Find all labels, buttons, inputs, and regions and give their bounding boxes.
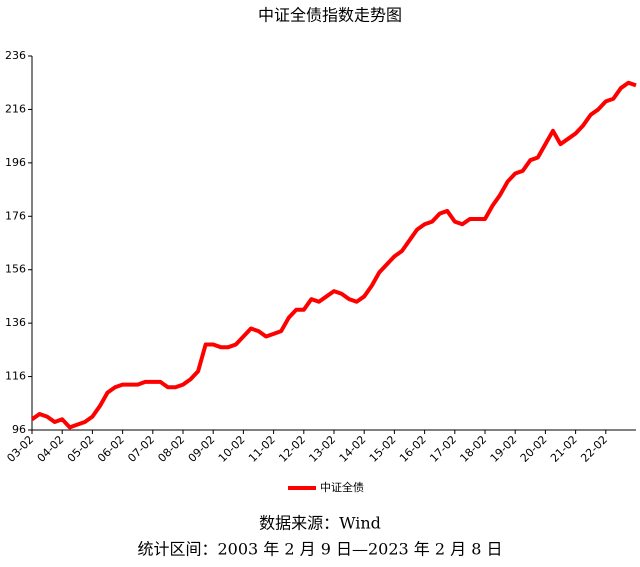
y-tick-label: 196: [5, 156, 26, 169]
source: 数据来源：Wind: [259, 514, 381, 533]
y-tick-label: 156: [5, 263, 26, 276]
x-tick-label: 17-02: [427, 433, 459, 465]
x-tick-label: 07-02: [125, 433, 157, 465]
x-tick-label: 15-02: [367, 433, 399, 465]
x-tick-label: 21-02: [548, 433, 580, 465]
y-tick-label: 96: [12, 423, 26, 436]
x-tick-label: 06-02: [95, 433, 127, 465]
x-tick-label: 12-02: [276, 433, 308, 465]
period: 统计区间：2003 年 2 月 9 日—2023 年 2 月 8 日: [137, 540, 502, 559]
line: [30, 80, 637, 430]
x-tick-label: 19-02: [488, 433, 520, 465]
x-tick-label: 10-02: [216, 433, 248, 465]
x-tick-label: 04-02: [35, 433, 67, 465]
x-tick-label: 13-02: [306, 433, 338, 465]
chart-title: 中证全债指数走势图: [258, 6, 402, 25]
x-tick-label: 08-02: [155, 433, 187, 465]
x-tick-label: 05-02: [65, 433, 97, 465]
legend-label: 中证全债: [320, 480, 364, 494]
x-tick-label: 11-02: [246, 433, 278, 465]
x-tick-label: 14-02: [337, 433, 369, 465]
y-tick-label: 216: [5, 102, 26, 115]
x-tick-label: 03-02: [4, 433, 36, 465]
y-tick-label: 116: [5, 370, 26, 383]
x-tick-label: 20-02: [518, 433, 550, 465]
x-tick-label: 22-02: [578, 433, 610, 465]
x-tick-label: 09-02: [186, 433, 218, 465]
y-tick-label: 136: [5, 316, 26, 329]
y-tick-label: 176: [5, 209, 26, 222]
x-tick-label: 18-02: [457, 433, 489, 465]
y-tick-label: 236: [5, 49, 26, 62]
x-tick-label: 16-02: [397, 433, 429, 465]
